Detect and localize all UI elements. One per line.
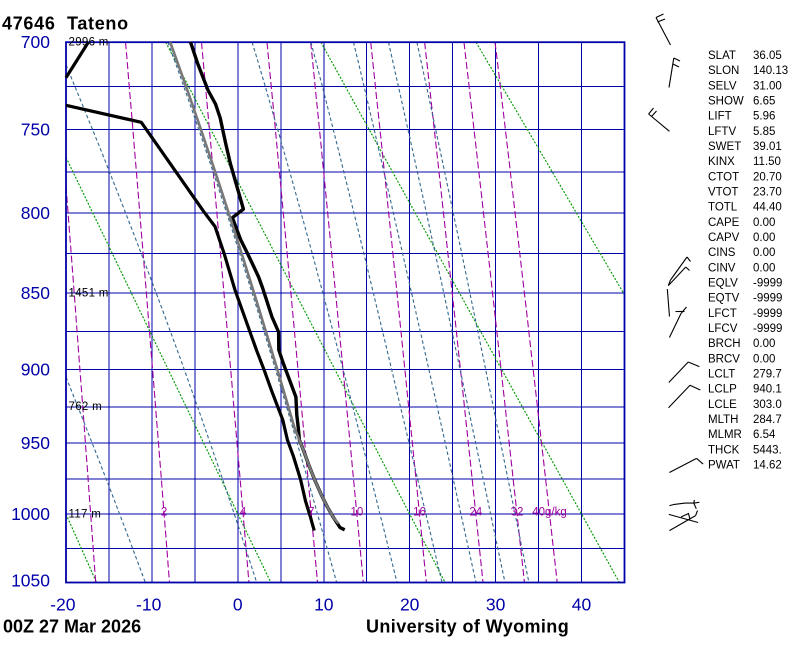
svg-text:SELV: SELV	[708, 80, 737, 92]
svg-text:BRCH: BRCH	[708, 338, 741, 350]
svg-text:10: 10	[314, 595, 334, 615]
svg-text:CINS: CINS	[708, 247, 736, 259]
svg-text:20.70: 20.70	[753, 171, 782, 183]
svg-text:2: 2	[161, 507, 167, 519]
svg-text:303.0: 303.0	[753, 399, 782, 411]
svg-text:6.54: 6.54	[753, 429, 776, 441]
svg-text:30: 30	[486, 595, 506, 615]
svg-text:-20: -20	[50, 595, 76, 615]
svg-text:0.00: 0.00	[753, 232, 775, 244]
svg-text:VTOT: VTOT	[708, 187, 738, 199]
svg-text:14.62: 14.62	[753, 460, 782, 472]
svg-text:6.65: 6.65	[753, 96, 775, 108]
svg-text:47646 Tateno: 47646 Tateno	[2, 14, 129, 34]
svg-text:23.70: 23.70	[753, 187, 782, 199]
svg-text:800: 800	[21, 203, 50, 223]
svg-text:0: 0	[233, 595, 243, 615]
svg-text:LFCT: LFCT	[708, 308, 737, 320]
svg-text:31.00: 31.00	[753, 80, 782, 92]
svg-text:0.00: 0.00	[753, 262, 775, 274]
svg-text:MLMR: MLMR	[708, 429, 742, 441]
svg-text:EQTV: EQTV	[708, 293, 740, 305]
svg-text:4: 4	[240, 507, 247, 519]
svg-text:MLTH: MLTH	[708, 414, 738, 426]
svg-text:-9999: -9999	[753, 293, 782, 305]
svg-text:BRCV: BRCV	[708, 353, 740, 365]
svg-text:KINX: KINX	[708, 156, 735, 168]
svg-text:LIFT: LIFT	[708, 111, 732, 123]
svg-text:279.7: 279.7	[753, 369, 782, 381]
svg-text:39.01: 39.01	[753, 141, 782, 153]
svg-text:284.7: 284.7	[753, 414, 782, 426]
svg-text:-9999: -9999	[753, 308, 782, 320]
svg-text:-10: -10	[136, 595, 162, 615]
svg-text:0.00: 0.00	[753, 338, 775, 350]
svg-text:850: 850	[21, 283, 50, 303]
svg-text:44.40: 44.40	[753, 202, 782, 214]
svg-text:-9999: -9999	[753, 323, 782, 335]
svg-text:SHOW: SHOW	[708, 96, 744, 108]
svg-text:TOTL: TOTL	[708, 202, 738, 214]
svg-text:0.00: 0.00	[753, 247, 775, 259]
svg-text:CAPE: CAPE	[708, 217, 740, 229]
svg-text:University of Wyoming: University of Wyoming	[366, 617, 569, 637]
svg-text:940.1: 940.1	[753, 384, 782, 396]
svg-text:40: 40	[572, 595, 592, 615]
svg-text:LFTV: LFTV	[708, 126, 736, 138]
svg-text:20: 20	[400, 595, 420, 615]
svg-text:10: 10	[351, 507, 364, 519]
svg-text:PWAT: PWAT	[708, 460, 740, 472]
svg-text:EQLV: EQLV	[708, 278, 738, 290]
svg-text:24: 24	[469, 507, 482, 519]
svg-text:140.13: 140.13	[753, 65, 788, 77]
svg-text:16: 16	[413, 507, 426, 519]
svg-text:900: 900	[21, 359, 50, 379]
svg-text:32: 32	[511, 507, 524, 519]
svg-text:11.50: 11.50	[753, 156, 781, 168]
svg-text:36.05: 36.05	[753, 50, 782, 62]
svg-text:40g/kg: 40g/kg	[532, 507, 567, 519]
svg-text:750: 750	[21, 120, 50, 140]
svg-text:THCK: THCK	[708, 444, 740, 456]
svg-text:762 m: 762 m	[69, 401, 102, 413]
svg-text:950: 950	[21, 433, 50, 453]
svg-text:5.85: 5.85	[753, 126, 775, 138]
svg-text:5443.: 5443.	[753, 444, 782, 456]
svg-text:LFCV: LFCV	[708, 323, 738, 335]
svg-text:1000: 1000	[11, 504, 50, 524]
svg-text:-9999: -9999	[753, 278, 782, 290]
svg-text:LCLT: LCLT	[708, 369, 735, 381]
svg-text:SWET: SWET	[708, 141, 741, 153]
svg-text:LCLP: LCLP	[708, 384, 737, 396]
svg-text:0.00: 0.00	[753, 217, 775, 229]
svg-text:1451 m: 1451 m	[69, 287, 109, 299]
svg-text:5.96: 5.96	[753, 111, 775, 123]
svg-text:2996 m: 2996 m	[69, 36, 109, 48]
svg-text:0.00: 0.00	[753, 353, 775, 365]
svg-text:SLAT: SLAT	[708, 50, 736, 62]
svg-text:CTOT: CTOT	[708, 171, 739, 183]
svg-text:00Z 27 Mar 2026: 00Z 27 Mar 2026	[3, 617, 141, 637]
svg-text:7: 7	[308, 507, 314, 519]
svg-text:700: 700	[21, 32, 50, 52]
svg-text:CINV: CINV	[708, 262, 736, 274]
svg-text:CAPV: CAPV	[708, 232, 740, 244]
svg-text:SLON: SLON	[708, 65, 739, 77]
svg-text:117 m: 117 m	[69, 508, 102, 520]
svg-text:1050: 1050	[11, 571, 50, 591]
svg-text:LCLE: LCLE	[708, 399, 737, 411]
